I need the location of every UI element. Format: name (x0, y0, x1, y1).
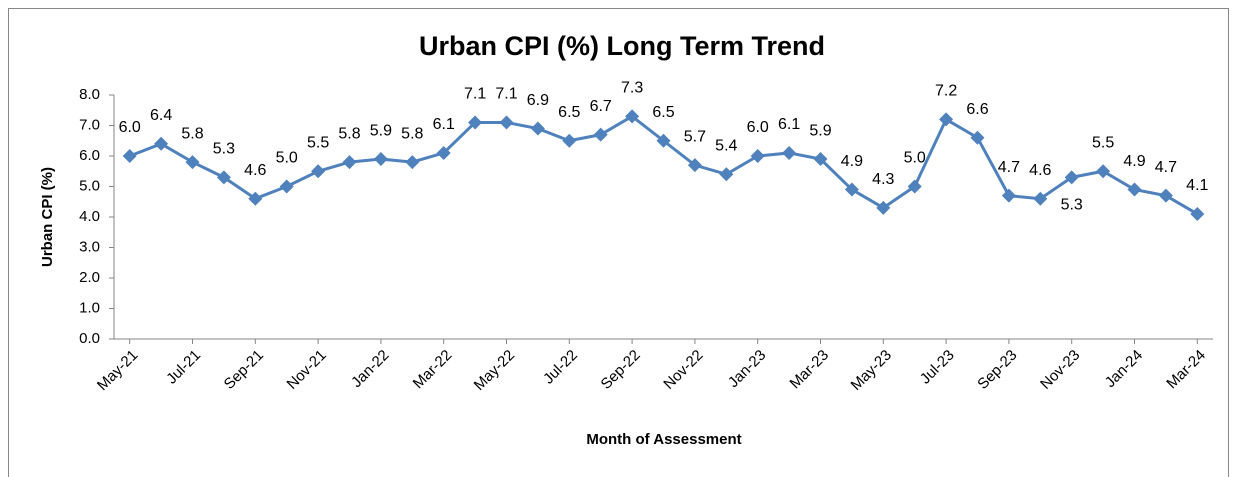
value-label: 5.0 (904, 150, 926, 167)
value-label: 5.5 (1092, 134, 1114, 151)
point-marker (1096, 164, 1111, 179)
value-label: 6.5 (652, 104, 674, 121)
point-marker (185, 155, 200, 170)
value-label: 7.1 (464, 86, 486, 103)
point-marker (468, 115, 483, 130)
point-marker (687, 158, 702, 173)
chart-frame (8, 8, 1229, 477)
point-marker (782, 145, 797, 160)
value-label: 5.8 (338, 125, 360, 142)
value-label: 6.7 (590, 98, 612, 115)
point-marker (373, 152, 388, 167)
value-label: 4.6 (1029, 162, 1051, 179)
point-marker (530, 121, 545, 136)
point-marker (876, 200, 891, 215)
point-marker (939, 112, 954, 127)
point-marker (405, 155, 420, 170)
value-label: 7.2 (935, 83, 957, 100)
point-marker (154, 136, 169, 151)
value-label: 6.1 (433, 116, 455, 133)
point-marker (593, 127, 608, 142)
point-marker (1064, 170, 1079, 185)
value-label: 5.4 (715, 138, 737, 155)
point-marker (844, 182, 859, 197)
point-marker (656, 133, 671, 148)
point-marker (248, 191, 263, 206)
point-marker (342, 155, 357, 170)
y-tick-label: 2.0 (79, 269, 100, 286)
y-axis-title: Urban CPI (%) (39, 167, 56, 267)
point-marker (311, 164, 326, 179)
value-label: 5.3 (1061, 197, 1083, 214)
value-label: 6.1 (778, 116, 800, 133)
value-label: 4.6 (244, 162, 266, 179)
point-marker (1001, 188, 1016, 203)
y-tick-label: 3.0 (79, 238, 100, 255)
value-label: 5.3 (213, 141, 235, 158)
y-tick-label: 4.0 (79, 208, 100, 225)
point-marker (625, 109, 640, 124)
point-marker (813, 152, 828, 167)
point-marker (1033, 191, 1048, 206)
value-label: 5.7 (684, 128, 706, 145)
point-marker (499, 115, 514, 130)
value-label: 7.3 (621, 80, 643, 97)
value-label: 5.9 (370, 122, 392, 139)
value-label: 5.8 (181, 125, 203, 142)
point-marker (562, 133, 577, 148)
value-label: 4.7 (1155, 159, 1177, 176)
value-label: 7.1 (495, 86, 517, 103)
value-label: 5.0 (276, 150, 298, 167)
y-tick-label: 8.0 (79, 86, 100, 103)
value-label: 5.5 (307, 134, 329, 151)
y-tick-label: 0.0 (79, 330, 100, 347)
point-marker (907, 179, 922, 194)
point-marker (1158, 188, 1173, 203)
y-tick-label: 6.0 (79, 147, 100, 164)
value-label: 6.4 (150, 107, 172, 124)
x-axis-title: Month of Assessment (586, 431, 741, 448)
value-label: 4.9 (1123, 153, 1145, 170)
value-label: 4.7 (998, 159, 1020, 176)
value-label: 4.9 (841, 153, 863, 170)
point-marker (216, 170, 231, 185)
point-marker (436, 145, 451, 160)
point-marker (719, 167, 734, 182)
point-marker (122, 149, 137, 163)
value-label: 4.1 (1186, 177, 1208, 194)
value-label: 5.9 (809, 122, 831, 139)
chart-title: Urban CPI (%) Long Term Trend (419, 31, 825, 61)
value-label: 6.5 (558, 104, 580, 121)
point-marker (1190, 206, 1205, 221)
value-label: 6.6 (966, 101, 988, 118)
point-marker (1127, 182, 1142, 197)
value-label: 5.8 (401, 125, 423, 142)
point-marker (970, 130, 985, 145)
value-label: 6.0 (747, 119, 769, 136)
y-tick-label: 5.0 (79, 177, 100, 194)
value-label: 6.0 (119, 119, 141, 136)
value-label: 4.3 (872, 171, 894, 188)
value-label: 6.9 (527, 92, 549, 109)
y-tick-label: 1.0 (79, 299, 100, 316)
point-marker (279, 179, 294, 194)
point-marker (750, 149, 765, 163)
y-tick-label: 7.0 (79, 116, 100, 133)
